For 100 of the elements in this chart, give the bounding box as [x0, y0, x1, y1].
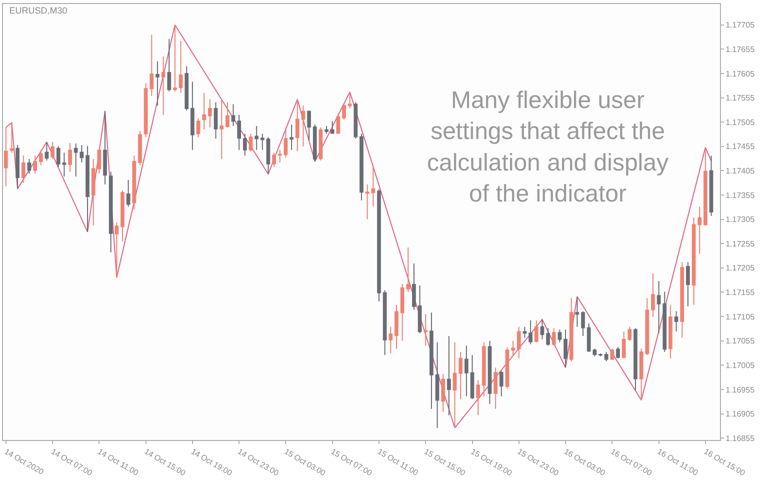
- candlestick: [91, 158, 96, 226]
- candlestick: [441, 373, 446, 412]
- candlestick: [634, 328, 638, 390]
- y-tick-label: 1.17605: [726, 69, 756, 78]
- candlestick: [447, 335, 451, 416]
- candlestick: [80, 144, 84, 163]
- candlestick: [184, 66, 189, 111]
- y-tick-label: 1.16855: [726, 434, 756, 443]
- candlestick: [482, 342, 486, 397]
- candlestick: [656, 280, 661, 334]
- annotation: Many flexible user settings that affect the calculation and display of the indicator: [427, 87, 668, 208]
- x-tick-label: 15 Oct 07:00: [329, 447, 374, 478]
- candlestick: [324, 126, 328, 134]
- candlestick: [604, 352, 608, 362]
- candlestick: [68, 142, 72, 172]
- candlestick: [97, 148, 102, 174]
- y-tick-label: 1.17555: [726, 94, 756, 103]
- candlestick: [581, 310, 585, 336]
- candlestick: [161, 56, 166, 116]
- candlestick: [190, 81, 194, 150]
- candlestick: [382, 290, 387, 356]
- y-tick-label: 1.17655: [726, 45, 756, 54]
- candlestick: [639, 348, 644, 401]
- x-tick-label: 16 Oct 11:00: [656, 447, 700, 478]
- candlestick: [120, 190, 124, 242]
- x-tick-label: 15 Oct 11:00: [376, 447, 420, 478]
- candlestick: [10, 122, 14, 154]
- candlestick: [709, 155, 714, 216]
- x-tick-label: 16 Oct 15:00: [702, 447, 748, 478]
- candlestick: [476, 380, 480, 416]
- y-tick-label: 1.17155: [726, 288, 756, 298]
- x-tick-label: 16 Oct 03:00: [562, 447, 608, 478]
- candlestick: [388, 326, 393, 354]
- candlestick: [27, 158, 32, 174]
- candlestick: [44, 142, 49, 162]
- candlestick: [342, 104, 346, 120]
- candlestick: [242, 133, 247, 156]
- candlestick: [511, 340, 515, 356]
- candlestick: [330, 120, 334, 134]
- candlestick: [86, 145, 90, 232]
- candlestick: [377, 188, 381, 302]
- candlestick: [680, 262, 684, 338]
- candlestick: [598, 352, 602, 357]
- x-tick-label: 15 Oct 15:00: [422, 447, 468, 478]
- candlestick: [16, 144, 20, 190]
- candlestick: [406, 247, 410, 292]
- candlestick: [220, 98, 224, 160]
- candlestick: [202, 92, 206, 130]
- candlestick: [231, 104, 236, 126]
- candlestick: [522, 326, 527, 338]
- candlestick: [499, 370, 504, 397]
- candlestick: [412, 263, 416, 310]
- y-tick-label: 1.17505: [726, 118, 756, 127]
- y-tick-label: 1.17405: [726, 166, 756, 176]
- candlestick: [505, 346, 510, 389]
- candlestick: [418, 284, 422, 334]
- y-tick-label: 1.17005: [726, 360, 756, 370]
- candlestick: [494, 367, 498, 410]
- candlestick: [284, 126, 288, 158]
- y-tick-label: 1.17455: [726, 142, 756, 152]
- candlestick: [698, 206, 702, 254]
- candlestick: [336, 112, 340, 134]
- candlestick: [616, 346, 620, 359]
- candlestick: [260, 133, 264, 150]
- candlestick: [62, 152, 66, 178]
- candlestick: [610, 348, 614, 360]
- candlestick: [662, 291, 667, 353]
- candlestick: [278, 149, 282, 163]
- candlestick: [348, 91, 352, 109]
- candlestick: [516, 326, 521, 359]
- candlestick: [108, 171, 113, 253]
- candlestick: [237, 114, 242, 150]
- candlestick: [452, 342, 457, 428]
- candlestick: [318, 126, 323, 162]
- candlestick: [400, 283, 404, 342]
- y-tick-label: 1.17305: [726, 215, 756, 224]
- candlestick: [38, 149, 43, 166]
- candlestick: [33, 155, 37, 174]
- candlestick: [354, 102, 358, 140]
- candlestick: [132, 155, 136, 210]
- y-tick-label: 1.17355: [726, 190, 756, 200]
- y-tick-label: 1.17255: [726, 239, 756, 248]
- candlestick: [50, 142, 54, 160]
- y-tick-label: 1.16955: [726, 385, 756, 394]
- candlestick: [156, 60, 160, 106]
- candlestick: [528, 320, 532, 345]
- x-tick-label: 15 Oct 19:00: [469, 447, 514, 478]
- y-tick-label: 1.17205: [726, 264, 756, 273]
- candlestick: [307, 110, 311, 141]
- candlestick: [248, 133, 253, 152]
- candlestick: [564, 329, 568, 368]
- candlestick: [424, 314, 428, 346]
- x-tick-label: 16 Oct 07:00: [609, 447, 654, 478]
- candlestick: [214, 102, 218, 140]
- x-tick-label: 14 Oct 15:00: [142, 447, 188, 478]
- candlestick: [126, 179, 130, 208]
- candlestick: [575, 296, 580, 328]
- candlestick: [301, 105, 306, 147]
- candlestick: [458, 352, 463, 400]
- y-tick-label: 1.16905: [726, 410, 756, 419]
